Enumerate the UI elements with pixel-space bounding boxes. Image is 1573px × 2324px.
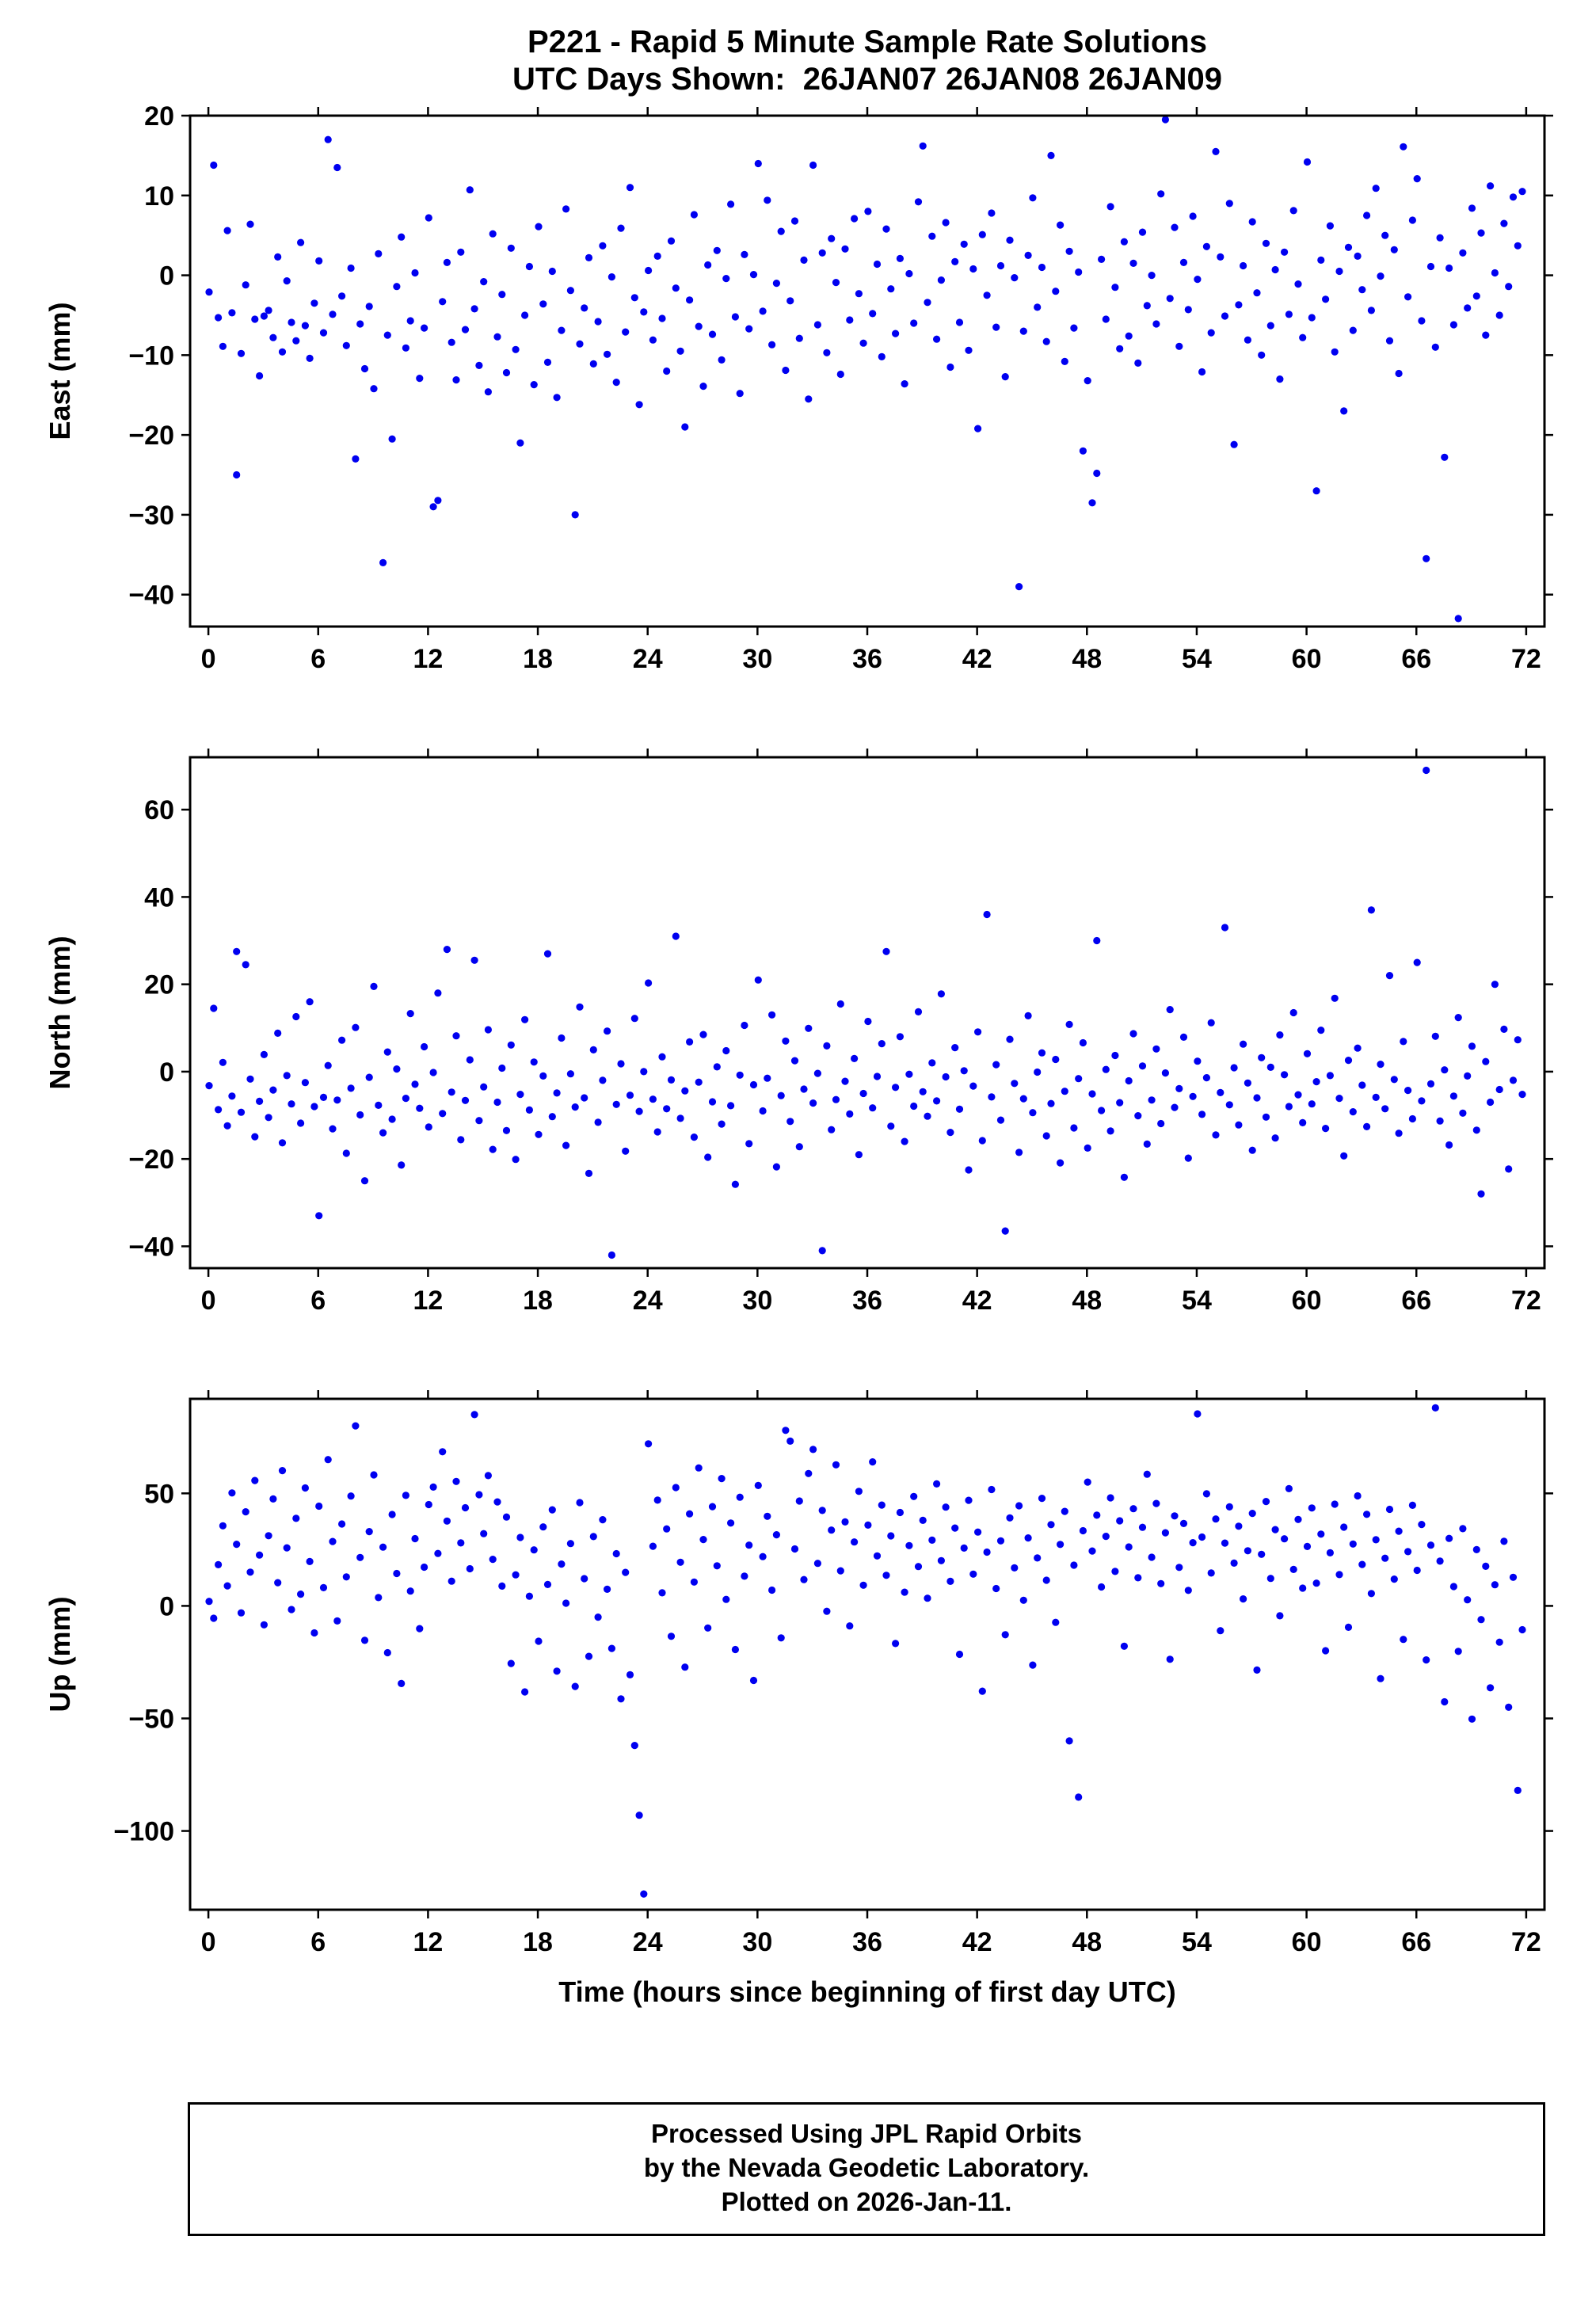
north-axis-labels: 0 6 12 18 24 30 36 42 48 54 60 66 72 −40 −20 0 20 40 60 xyxy=(128,796,1541,1316)
x-tick-label: 48 xyxy=(1072,1927,1102,1957)
x-tick-label: 12 xyxy=(413,644,443,674)
y-tick-label: −50 xyxy=(128,1705,174,1735)
x-tick-label: 42 xyxy=(962,644,992,674)
y-tick-label: 0 xyxy=(159,261,174,291)
x-tick-label: 24 xyxy=(633,1286,663,1316)
x-tick-label: 30 xyxy=(742,1927,772,1957)
up-scatter-panel: 0 6 12 18 24 30 36 42 48 54 60 66 72 −100 −50 0 50 Up (mm… xyxy=(44,1390,1553,2008)
y-tick-label: −100 xyxy=(113,1817,174,1847)
x-tick-label: 66 xyxy=(1401,644,1431,674)
x-axis-title: Time (hours since beginning of first day… xyxy=(558,1975,1175,2008)
up-axis-labels: 0 6 12 18 24 30 36 42 48 54 60 66 72 −100 −50 0 50 xyxy=(113,1480,1541,1958)
x-tick-label: 18 xyxy=(523,644,553,674)
x-tick-label: 24 xyxy=(633,1927,663,1957)
x-tick-label: 72 xyxy=(1511,1286,1541,1316)
x-tick-label: 66 xyxy=(1401,1927,1431,1957)
north-scatter-panel: 0 6 12 18 24 30 36 42 48 54 60 66 72 −40 −20 0 20 40 60 Nor… xyxy=(44,749,1553,1316)
x-tick-label: 72 xyxy=(1511,644,1541,674)
x-tick-label: 60 xyxy=(1292,644,1322,674)
x-tick-label: 24 xyxy=(633,644,663,674)
east-points xyxy=(205,116,1526,623)
up-axis-title: Up (mm) xyxy=(44,1597,76,1713)
x-tick-label: 36 xyxy=(852,644,882,674)
x-tick-label: 54 xyxy=(1182,1286,1212,1316)
x-tick-label: 30 xyxy=(742,1286,772,1316)
y-tick-label: 60 xyxy=(144,796,174,826)
north-points xyxy=(205,767,1526,1259)
x-tick-label: 60 xyxy=(1292,1927,1322,1957)
x-tick-label: 6 xyxy=(310,644,326,674)
north-axes xyxy=(181,749,1553,1278)
y-tick-label: −20 xyxy=(128,421,174,451)
y-tick-label: 40 xyxy=(144,883,174,913)
x-tick-label: 6 xyxy=(310,1927,326,1957)
y-tick-label: 10 xyxy=(144,181,174,211)
x-tick-label: 6 xyxy=(310,1286,326,1316)
y-tick-label: −10 xyxy=(128,341,174,371)
y-tick-label: 0 xyxy=(159,1592,174,1622)
x-tick-label: 36 xyxy=(852,1927,882,1957)
x-tick-label: 18 xyxy=(523,1927,553,1957)
x-tick-label: 36 xyxy=(852,1286,882,1316)
x-tick-label: 12 xyxy=(413,1927,443,1957)
east-axis-labels: 0 6 12 18 24 30 36 42 48 54 60 66 72 −40 −30 −20 −10 0 10 2… xyxy=(128,105,1541,674)
x-tick-label: 18 xyxy=(523,1286,553,1316)
y-tick-label: 20 xyxy=(144,970,174,1000)
up-points xyxy=(205,1404,1526,1899)
y-tick-label: −20 xyxy=(128,1145,174,1175)
up-axes xyxy=(181,1390,1553,1919)
x-tick-label: 54 xyxy=(1182,1927,1212,1957)
plot-frame xyxy=(189,114,1546,628)
footer-line1: Processed Using JPL Rapid Orbits xyxy=(650,2119,1083,2149)
east-axis-title: East (mm) xyxy=(44,303,76,440)
y-tick-label: −40 xyxy=(128,581,174,611)
x-tick-label: 0 xyxy=(201,644,216,674)
x-tick-label: 60 xyxy=(1292,1286,1322,1316)
x-tick-label: 30 xyxy=(742,644,772,674)
y-tick-label: −30 xyxy=(128,501,174,531)
y-tick-label: 0 xyxy=(159,1057,174,1088)
plot-frame xyxy=(189,756,1546,1270)
x-tick-label: 48 xyxy=(1072,1286,1102,1316)
north-axis-title: North (mm) xyxy=(44,936,76,1090)
y-tick-label: −40 xyxy=(128,1232,174,1263)
footer-box: Processed Using JPL Rapid Orbits by the … xyxy=(188,2102,1545,2237)
chart-title-line1: P221 - Rapid 5 Minute Sample Rate Soluti… xyxy=(528,25,1207,59)
x-tick-label: 12 xyxy=(413,1286,443,1316)
footer-line3: Plotted on 2026-Jan-11. xyxy=(721,2187,1012,2217)
x-tick-label: 0 xyxy=(201,1286,216,1316)
x-tick-label: 66 xyxy=(1401,1286,1431,1316)
y-tick-label: 20 xyxy=(144,105,174,131)
east-scatter-panel: 0 6 12 18 24 30 36 42 48 54 60 66 72 −40 −30 −20 −10 0 10 2… xyxy=(44,105,1553,674)
chart-title-line2: UTC Days Shown: 26JAN07 26JAN08 26JAN09 xyxy=(512,62,1222,97)
x-tick-label: 42 xyxy=(962,1927,992,1957)
east-axes xyxy=(181,107,1553,636)
x-tick-label: 54 xyxy=(1182,644,1212,674)
x-tick-label: 48 xyxy=(1072,644,1102,674)
y-tick-label: 50 xyxy=(144,1480,174,1510)
x-tick-label: 72 xyxy=(1511,1927,1541,1957)
x-tick-label: 42 xyxy=(962,1286,992,1316)
gps-timeseries-page: P221 - Rapid 5 Minute Sample Rate Soluti… xyxy=(0,24,1573,2237)
chart-title: P221 - Rapid 5 Minute Sample Rate Soluti… xyxy=(190,24,1544,98)
footer-line2: by the Nevada Geodetic Laboratory. xyxy=(643,2153,1090,2183)
plot-frame xyxy=(189,1397,1546,1911)
x-tick-label: 0 xyxy=(201,1927,216,1957)
